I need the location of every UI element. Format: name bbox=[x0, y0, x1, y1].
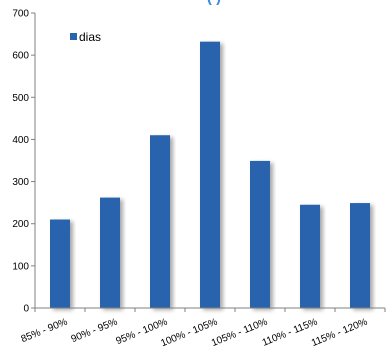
bar bbox=[300, 204, 320, 308]
y-tick-label: 100 bbox=[12, 261, 29, 272]
y-tick-label: 400 bbox=[12, 135, 29, 146]
bar bbox=[250, 160, 270, 308]
y-tick-label: 600 bbox=[12, 51, 29, 62]
legend-label: dias bbox=[79, 30, 101, 44]
chart-title: ( ) bbox=[207, 0, 221, 6]
x-axis-ticks: 85% - 90% 90% - 95%95% - 100%100% - 105%1… bbox=[20, 308, 386, 350]
x-tick-label: 90% - 95% bbox=[70, 317, 120, 346]
legend-swatch bbox=[70, 33, 77, 40]
bar bbox=[100, 197, 120, 308]
bar bbox=[150, 135, 170, 308]
x-tick-label: 105% - 110% bbox=[210, 317, 269, 349]
legend: dias bbox=[70, 30, 101, 44]
y-tick-label: 300 bbox=[12, 177, 29, 188]
x-tick-label: 110% - 115% bbox=[261, 317, 320, 349]
y-tick-label: 0 bbox=[23, 304, 29, 315]
y-tick-label: 700 bbox=[12, 9, 29, 20]
bar bbox=[350, 203, 370, 308]
y-axis-ticks: 0 100 200 300 400 500 600 700 bbox=[12, 9, 35, 315]
bar bbox=[50, 219, 70, 308]
x-tick-label: 115% - 120% bbox=[310, 317, 369, 349]
x-tick-label: 100% - 105% bbox=[159, 317, 219, 350]
y-tick-label: 200 bbox=[12, 219, 29, 230]
bars-group bbox=[50, 41, 370, 309]
bar bbox=[200, 41, 220, 309]
x-tick-label: 85% - 90% bbox=[20, 317, 70, 346]
y-tick-label: 500 bbox=[12, 93, 29, 104]
